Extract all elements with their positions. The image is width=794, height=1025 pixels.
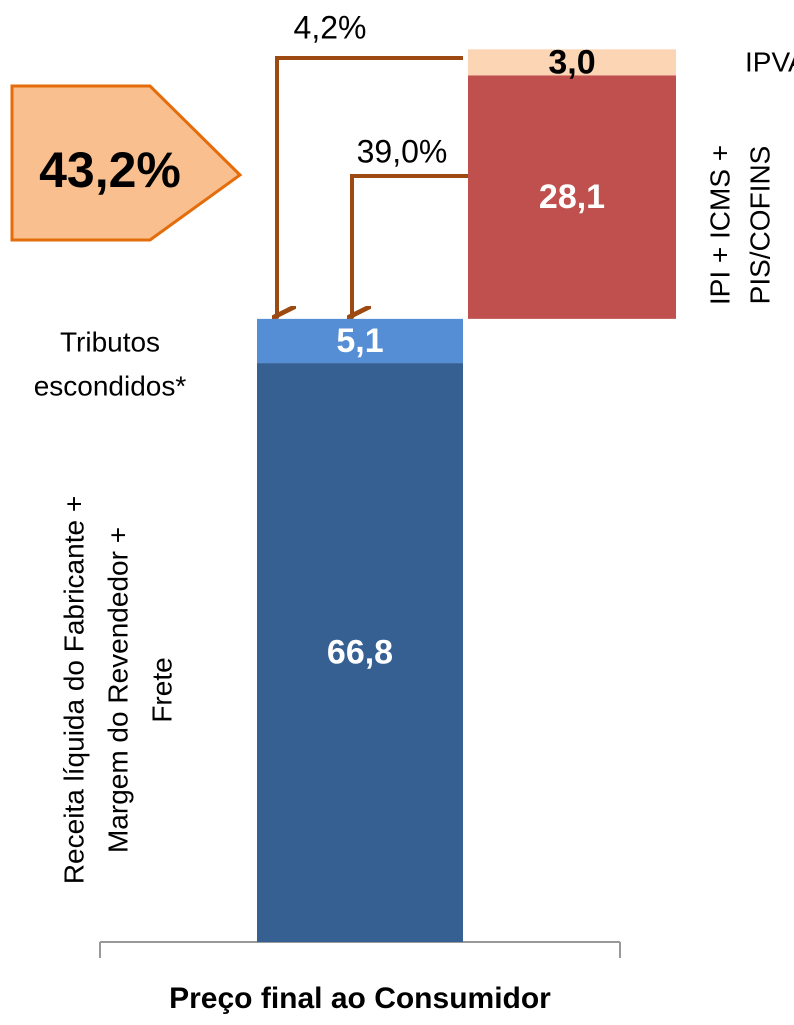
value-label: 28,1: [539, 178, 605, 216]
bar-segment: [468, 49, 676, 76]
series-name: Frete: [146, 657, 177, 722]
annotation: 39,0%: [357, 133, 448, 169]
bar-segment: [257, 363, 463, 943]
value-label: 3,0: [548, 43, 595, 81]
legend-label: IPI + ICMS + PIS/COFINS: [704, 145, 775, 305]
legend-label: IPVA: [745, 46, 794, 77]
bar-segment: [257, 318, 463, 364]
series-name: PIS/COFINS: [744, 146, 775, 305]
value-label: 5,1: [336, 322, 383, 360]
arrow: [277, 56, 463, 318]
legend-label: Receita líquida do Fabricante + Margem do…: [58, 496, 177, 884]
series-name: Receita líquida do Fabricante +: [58, 496, 89, 884]
series-name: IPI + ICMS +: [704, 145, 735, 305]
series-name: escondidos*: [34, 370, 187, 401]
legend-label: Tributos escondidos*: [34, 326, 187, 401]
series-name: Tributos: [60, 326, 160, 357]
callout-shape: [10, 84, 243, 242]
arrow: [352, 174, 468, 318]
x-category-label: Preço final ao Consumidor: [169, 982, 551, 1015]
value-label: 66,8: [327, 634, 393, 672]
series-name: IPVA: [745, 46, 794, 77]
bar-segment: [468, 75, 676, 319]
total-annotation: 43,2%: [39, 142, 181, 198]
series-name: Margem do Revendedor +: [102, 527, 133, 853]
annotation: 4,2%: [294, 9, 367, 45]
